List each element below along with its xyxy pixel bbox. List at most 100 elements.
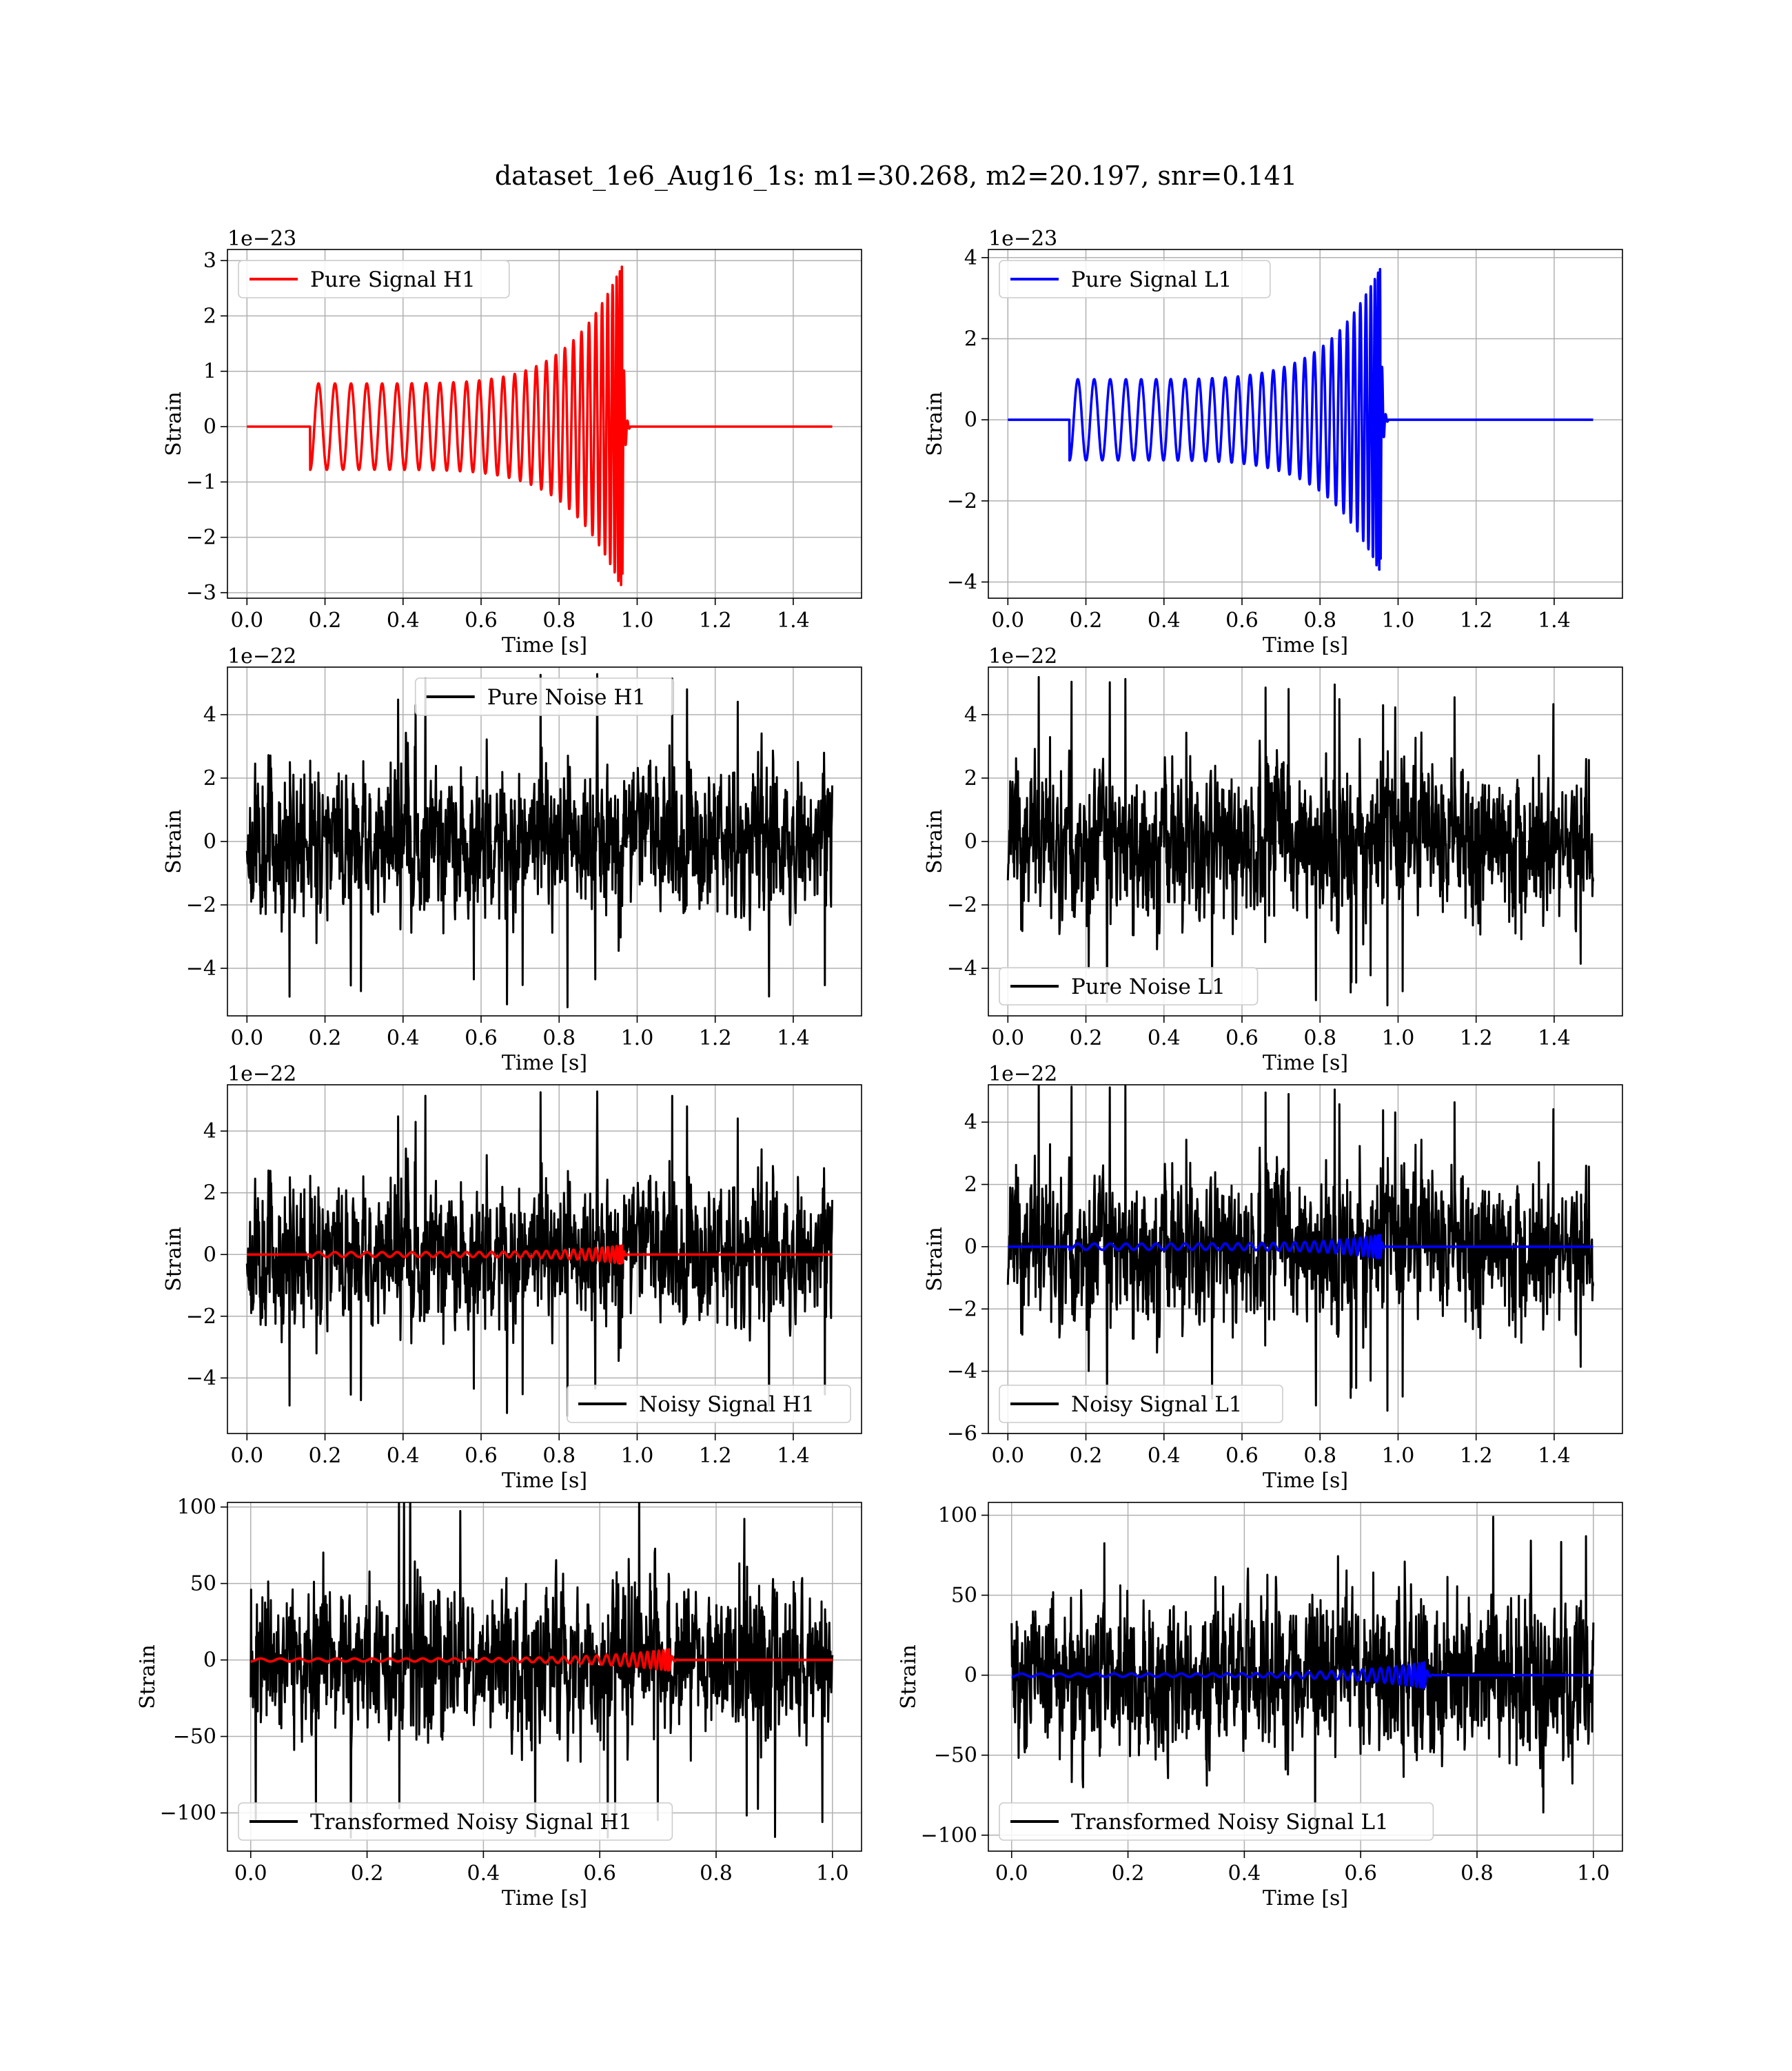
legend-box (567, 1385, 851, 1423)
x-tick-label: 0.0 (991, 1026, 1024, 1050)
x-tick-label: 0.8 (542, 1444, 576, 1468)
series-line-transformed-noisy-signal-h1 (250, 1502, 834, 1839)
plot-area (250, 1502, 834, 1839)
y-tick-label: −4 (947, 957, 977, 981)
y-axis-label: Strain (162, 809, 186, 874)
y-tick-label: −2 (947, 489, 977, 513)
x-tick-label: 1.2 (1460, 609, 1493, 633)
x-tick-label: 0.2 (309, 1026, 342, 1050)
legend-label: Transformed Noisy Signal H1 (310, 1810, 632, 1835)
x-tick-label: 1.0 (621, 1444, 654, 1468)
y-axis-label: Strain (897, 1644, 921, 1709)
y-axis-label: Strain (136, 1644, 160, 1709)
x-tick-label: 1.0 (621, 609, 654, 633)
x-axis-label: Time [s] (502, 1886, 587, 1910)
y-tick-label: 2 (203, 1181, 216, 1205)
y-tick-label: 4 (964, 703, 977, 727)
x-axis-label: Time [s] (502, 633, 587, 657)
y-offset-label: 1e−22 (988, 644, 1057, 669)
y-tick-label: 100 (938, 1504, 977, 1528)
y-tick-label: −4 (947, 1360, 977, 1384)
y-tick-label: 0 (964, 830, 977, 854)
x-axis-label: Time [s] (1263, 1886, 1348, 1910)
y-tick-label: −6 (947, 1422, 977, 1446)
y-tick-label: 2 (203, 766, 216, 790)
series-line-pure-signal-h1 (245, 265, 834, 586)
x-tick-label: 0.0 (991, 1444, 1024, 1468)
y-axis-label: Strain (923, 809, 947, 874)
gridlines (988, 249, 1622, 598)
x-tick-label: 0.0 (230, 1444, 263, 1468)
x-tick-label: 1.0 (621, 1026, 654, 1050)
subplot-transformed_noisy_signal_l1: 0.0 0.2 0.4 0.6 0.8 1.0 −100 −50 0 50 100 Time [s] S… (897, 1502, 1623, 1910)
series-line-noisy_signal_l1-overlay-1 (1006, 1234, 1595, 1260)
plot-area (1006, 1085, 1595, 1412)
x-tick-label: 0.2 (1070, 1444, 1103, 1468)
x-tick-label: 0.8 (542, 1026, 576, 1050)
y-tick-label: 4 (203, 1119, 216, 1143)
x-tick-label: 0.8 (1303, 1444, 1336, 1468)
y-tick-label: 2 (964, 766, 977, 790)
legend: Noisy Signal H1 (567, 1385, 851, 1423)
legend-label: Noisy Signal L1 (1071, 1392, 1243, 1417)
figure-title: dataset_1e6_Aug16_1s: m1=30.268, m2=20.1… (495, 161, 1297, 192)
series-line-pure-signal-l1 (1006, 267, 1595, 571)
legend-label: Transformed Noisy Signal L1 (1071, 1810, 1389, 1835)
series-line-pure-noise-h1 (245, 673, 833, 1008)
x-tick-label: 0.2 (1070, 609, 1103, 633)
legend-box (999, 260, 1271, 298)
y-tick-label: −1 (186, 470, 216, 494)
x-tick-label: 0.2 (309, 1444, 342, 1468)
x-tick-label: 1.2 (699, 609, 732, 633)
x-tick-label: 1.4 (777, 609, 810, 633)
series-line-pure-noise-l1 (1006, 675, 1594, 1007)
subplot-noisy_signal_h1: 0.0 0.2 0.4 0.6 0.8 1.0 1.2 1.4 −4 −2 0 2 4 Time [s] S… (162, 1062, 862, 1493)
x-tick-label: 1.2 (1460, 1026, 1493, 1050)
x-axis-label: Time [s] (502, 1051, 587, 1075)
y-axis-label: Strain (162, 1227, 186, 1292)
x-tick-label: 1.2 (699, 1444, 732, 1468)
y-tick-label: −50 (934, 1744, 977, 1768)
y-tick-label: 4 (203, 703, 216, 727)
legend-box (238, 1802, 673, 1841)
y-offset-label: 1e−23 (227, 227, 296, 251)
x-tick-label: 1.2 (1460, 1444, 1493, 1468)
axes-frame (988, 1084, 1623, 1434)
y-tick-label: −2 (186, 1305, 216, 1329)
y-tick-label: 0 (964, 1235, 977, 1259)
x-tick-label: 1.0 (1382, 1026, 1415, 1050)
plot-area (1006, 267, 1595, 571)
y-tick-label: −2 (947, 1297, 977, 1321)
x-tick-label: 0.2 (309, 609, 342, 633)
plot-area (1010, 1516, 1595, 1829)
x-tick-label: 0.6 (1344, 1861, 1377, 1886)
y-offset-label: 1e−23 (988, 227, 1057, 251)
y-tick-label: −3 (186, 581, 216, 605)
plot-area (1006, 675, 1594, 1007)
x-tick-label: 0.0 (234, 1861, 267, 1886)
x-tick-label: 0.6 (1225, 1444, 1259, 1468)
x-tick-label: 0.2 (1112, 1861, 1145, 1886)
x-tick-label: 0.6 (465, 1444, 498, 1468)
y-axis-label: Strain (162, 391, 186, 456)
y-tick-label: −100 (921, 1824, 977, 1848)
x-tick-label: 0.0 (991, 609, 1024, 633)
x-tick-label: 0.4 (387, 1026, 420, 1050)
legend-box (238, 260, 510, 298)
x-tick-label: 0.6 (1225, 1026, 1259, 1050)
x-axis-label: Time [s] (1263, 1051, 1348, 1075)
y-tick-label: 0 (203, 830, 216, 854)
legend-box (999, 1802, 1434, 1841)
x-tick-label: 0.6 (1225, 609, 1259, 633)
series-line-noisy_signal_h1-overlay-1 (245, 1244, 834, 1265)
series-line-noisy-signal-h1 (245, 1090, 833, 1417)
legend: Pure Noise H1 (414, 677, 675, 716)
subplot-transformed_noisy_signal_h1: 0.0 0.2 0.4 0.6 0.8 1.0 −100 −50 0 50 100 Time [s] S… (136, 1496, 862, 1910)
x-tick-label: 0.2 (351, 1861, 384, 1886)
x-tick-label: 1.2 (699, 1026, 732, 1050)
x-tick-label: 0.8 (542, 609, 576, 633)
legend: Noisy Signal L1 (999, 1385, 1283, 1423)
subplot-pure_noise_l1: 0.0 0.2 0.4 0.6 0.8 1.0 1.2 1.4 −4 −2 0 2 4 Time [s] S… (923, 644, 1623, 1075)
x-tick-label: 0.6 (465, 1026, 498, 1050)
